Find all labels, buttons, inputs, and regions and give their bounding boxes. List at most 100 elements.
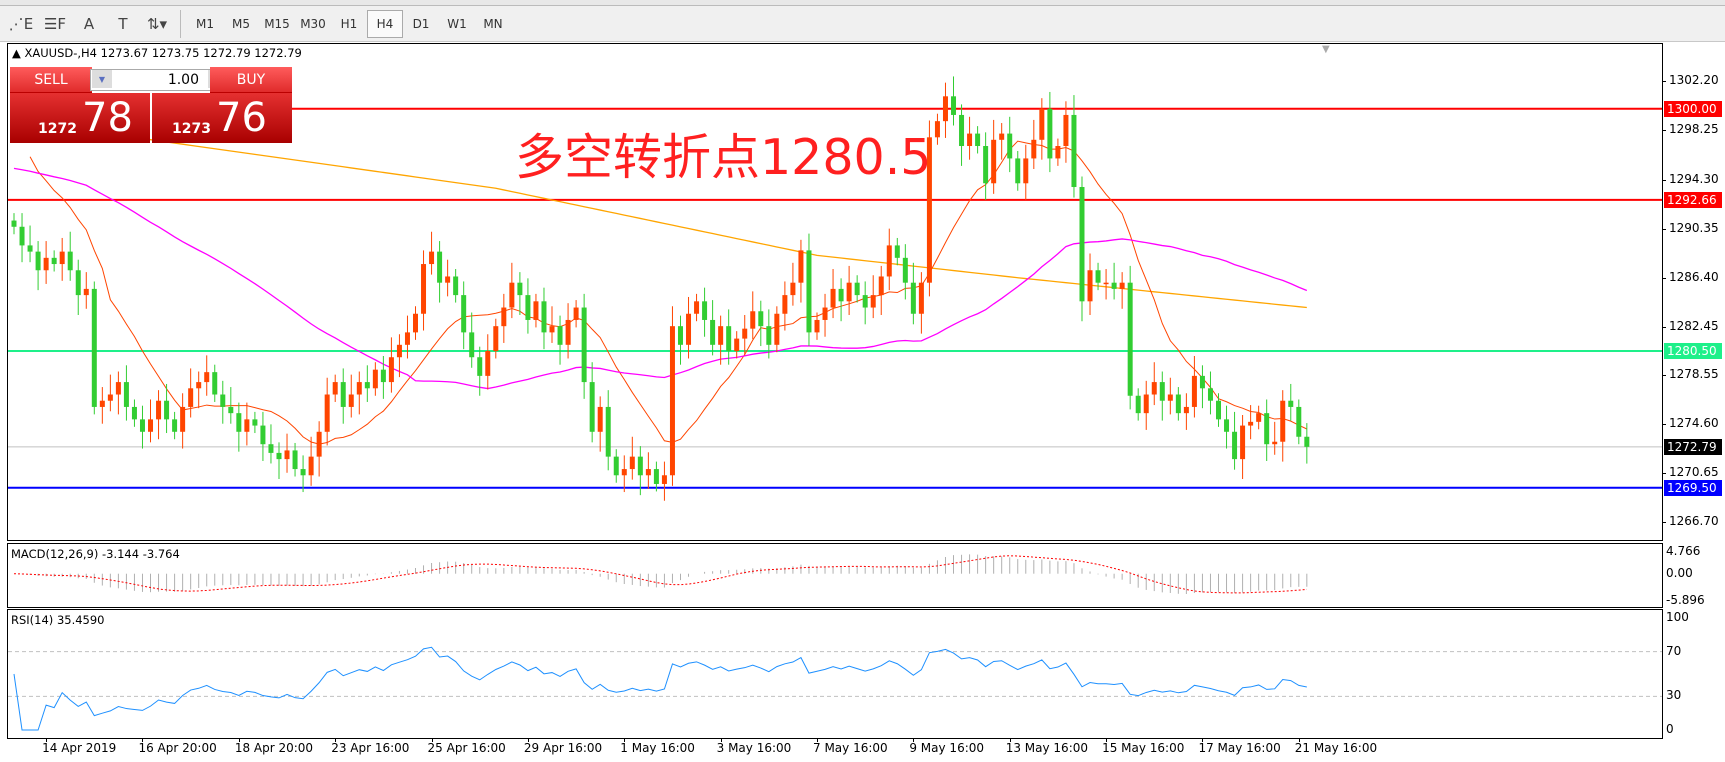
- candle-body: [926, 137, 932, 283]
- candle-body: [268, 444, 274, 453]
- sell-button[interactable]: SELL: [10, 67, 92, 93]
- candle-body: [621, 469, 627, 476]
- price-axis-label: 1274.60: [1669, 416, 1719, 431]
- macd-axis-label: -5.896: [1666, 592, 1705, 607]
- macd-title: MACD(12,26,9) -3.144 -3.764: [11, 547, 180, 561]
- lots-input[interactable]: 1.00: [90, 69, 230, 91]
- candle-body: [573, 307, 579, 320]
- date-axis-tick: [624, 738, 626, 742]
- candle-body: [300, 469, 306, 476]
- candle-body: [220, 394, 226, 407]
- price-axis-tick: [1662, 375, 1666, 377]
- date-axis-tick: [913, 738, 915, 742]
- timeframe-h4[interactable]: H4: [367, 9, 403, 38]
- toolbar-separator: [180, 9, 181, 38]
- buy-button-label[interactable]: BUY: [210, 67, 292, 93]
- candle-body: [822, 307, 828, 320]
- main-chart[interactable]: [7, 43, 1663, 541]
- candle-body: [806, 250, 812, 333]
- macd-panel[interactable]: [7, 543, 1663, 608]
- candle-body: [99, 400, 105, 407]
- ma-fast-line: [29, 140, 1308, 445]
- candle-body: [284, 450, 290, 460]
- text-icon[interactable]: A: [83, 14, 95, 33]
- fibonacci-fan-icon[interactable]: ☰F: [43, 14, 67, 33]
- price-axis-label: 1286.40: [1669, 269, 1719, 284]
- timeframe-m5[interactable]: M5: [232, 16, 250, 31]
- date-axis-label: 23 Apr 16:00: [331, 741, 410, 755]
- candle-body: [244, 419, 250, 432]
- candle-body: [878, 276, 884, 296]
- candle-body: [172, 419, 178, 432]
- macd-plot: [13, 554, 1308, 594]
- candle-body: [830, 288, 836, 308]
- candle-body: [421, 264, 427, 314]
- candle-body: [437, 251, 443, 283]
- candle-body: [276, 452, 282, 460]
- timeframe-m30[interactable]: M30: [300, 16, 326, 31]
- candle-body: [589, 382, 595, 432]
- price-axis-tick: [1662, 424, 1666, 426]
- buy-price-button[interactable]: 1273 76: [152, 93, 292, 143]
- candle-body: [894, 245, 900, 258]
- rsi-panel[interactable]: [7, 609, 1663, 739]
- candle-body: [686, 313, 692, 345]
- timeframe-m1[interactable]: M1: [196, 16, 214, 31]
- price-axis-tick: [1662, 277, 1666, 279]
- candle-body: [910, 282, 916, 314]
- ma-mid-line: [13, 167, 1308, 390]
- candle-body: [605, 406, 611, 457]
- candle-body: [35, 251, 41, 271]
- timeframe-d1[interactable]: D1: [412, 16, 430, 31]
- sell-price-small: 1272: [38, 121, 77, 137]
- candle-body: [1240, 425, 1246, 460]
- price-axis-tick: [1662, 522, 1666, 524]
- candle-body: [308, 456, 314, 476]
- level-tag-1280.50: 1280.50: [1664, 343, 1722, 360]
- text-label-icon[interactable]: T: [118, 14, 128, 33]
- candle-body: [951, 96, 957, 115]
- candle-body: [694, 301, 700, 314]
- timeframe-mn[interactable]: MN: [483, 16, 503, 31]
- rsi-axis-label: 30: [1666, 688, 1682, 703]
- timeframe-m15[interactable]: M15: [264, 16, 290, 31]
- price-axis-tick: [1662, 130, 1666, 132]
- fibonacci-expansion-icon[interactable]: ⋰E: [8, 14, 34, 33]
- sell-price-button[interactable]: 1272 78: [10, 93, 150, 143]
- candle-body: [139, 419, 145, 432]
- candle-body: [1256, 413, 1262, 422]
- date-axis-label: 15 May 16:00: [1102, 741, 1185, 755]
- price-axis-tick: [1662, 326, 1666, 328]
- date-axis-label: 14 Apr 2019: [42, 741, 117, 755]
- chart-shift-marker-icon[interactable]: ▼: [1322, 44, 1330, 55]
- candle-body: [1199, 375, 1205, 389]
- candle-body: [967, 133, 973, 147]
- candle-body: [557, 326, 563, 345]
- date-axis-tick: [1106, 738, 1108, 742]
- timeframe-w1[interactable]: W1: [447, 16, 467, 31]
- candle-body: [677, 326, 683, 345]
- lots-decrease-icon[interactable]: ▼: [92, 70, 112, 88]
- rsi-plot: [8, 646, 1662, 731]
- level-tag-1272.79: 1272.79: [1664, 438, 1722, 455]
- candle-body: [991, 139, 997, 184]
- macd-axis-label: 4.766: [1666, 543, 1701, 558]
- price-axis-label: 1278.55: [1669, 367, 1719, 382]
- candle-body: [43, 257, 49, 271]
- candle-body: [388, 357, 394, 383]
- candle-body: [613, 456, 619, 476]
- timeframe-h1[interactable]: H1: [340, 16, 358, 31]
- candle-body: [445, 276, 451, 283]
- candle-body: [838, 288, 844, 302]
- arrows-icon[interactable]: ⇅▾: [146, 14, 168, 33]
- candle-body: [1103, 282, 1109, 285]
- candle-body: [477, 357, 483, 376]
- candle-body: [934, 121, 940, 138]
- candle-body: [726, 326, 732, 352]
- symbol-info-text: XAUUSD-,H4 1273.67 1273.75 1272.79 1272.…: [24, 46, 302, 60]
- candle-body: [565, 319, 571, 345]
- candle-body: [790, 282, 796, 296]
- candle-body: [91, 288, 97, 407]
- candle-body: [11, 220, 17, 227]
- candle-body: [348, 394, 354, 407]
